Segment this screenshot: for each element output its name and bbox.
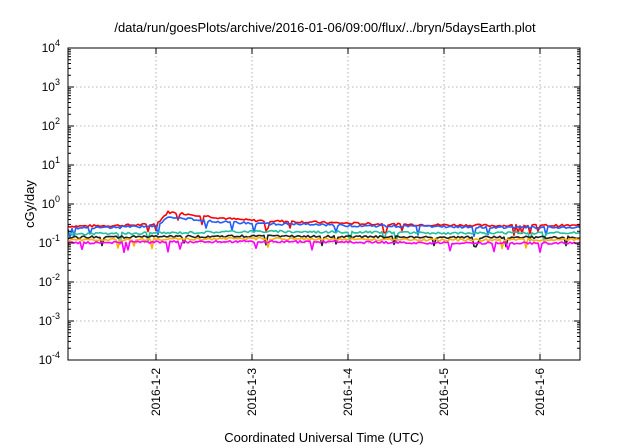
series-line: [67, 210, 581, 236]
series-line: [67, 234, 581, 248]
y-axis-label: cGy/day: [22, 180, 37, 228]
series-line: [67, 239, 581, 254]
series-line: [67, 229, 581, 245]
y-tick-label: 100: [42, 194, 60, 211]
y-tick-label: 10-3: [39, 311, 60, 328]
y-axis-ticks: 10-4 10-3 10-2 10-1 100 101 102 103 104: [39, 38, 580, 367]
x-tick-label: 2016-1-6: [533, 368, 547, 416]
y-tick-label: 104: [42, 38, 60, 55]
y-tick-label: 102: [42, 116, 60, 133]
data-series: [67, 210, 581, 254]
x-tick-label: 2016-1-5: [437, 368, 451, 416]
y-tick-label: 103: [42, 77, 60, 94]
y-tick-label: 10-4: [39, 350, 60, 367]
x-axis-ticks: 2016-1-2 2016-1-3 2016-1-4 2016-1-5 2016-1-6: [149, 48, 547, 416]
x-axis-label: Coordinated Universal Time (UTC): [224, 430, 423, 445]
y-tick-label: 10-2: [39, 272, 60, 289]
y-tick-label: 10-1: [39, 233, 60, 250]
x-tick-label: 2016-1-4: [341, 368, 355, 416]
x-tick-label: 2016-1-2: [149, 368, 163, 416]
grid-lines: [68, 48, 580, 360]
series-line: [67, 216, 581, 238]
y-tick-label: 101: [42, 155, 60, 172]
chart-title: /data/run/goesPlots/archive/2016-01-06/0…: [114, 20, 536, 35]
x-tick-label: 2016-1-3: [245, 368, 259, 416]
